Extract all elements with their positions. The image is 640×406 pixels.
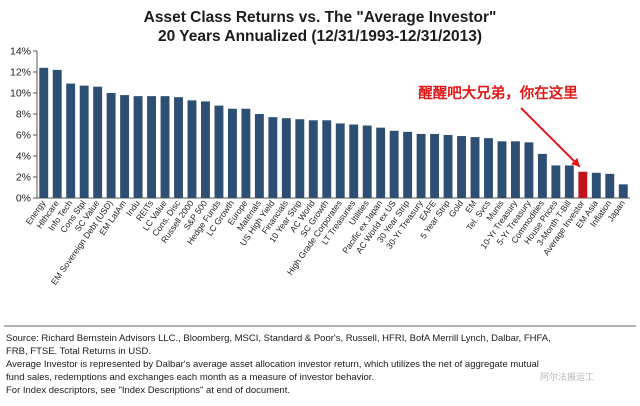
bar: [443, 135, 453, 198]
bar: [457, 136, 466, 198]
bar: [416, 133, 426, 198]
bar: [187, 100, 197, 198]
bar: [322, 120, 332, 198]
bar: [52, 69, 62, 199]
bar: [605, 173, 615, 198]
bar: [79, 85, 89, 198]
bar: [241, 108, 251, 198]
bar: [362, 125, 372, 198]
bar-highlight: [578, 171, 588, 198]
y-tick-label: 10%: [10, 88, 31, 100]
bar: [430, 133, 440, 198]
bar: [201, 101, 210, 198]
bar: [214, 105, 224, 198]
bar: [308, 120, 318, 198]
bar: [147, 96, 157, 198]
bar: [376, 127, 386, 198]
y-tick-label: 4%: [16, 151, 31, 163]
annotation-arrow-head: [570, 157, 580, 167]
bar: [174, 97, 183, 198]
annotation-text: 醒醒吧大兄弟，你在这里: [418, 84, 578, 102]
bar: [591, 172, 601, 198]
y-tick-label: 8%: [16, 109, 31, 121]
bar: [510, 141, 520, 198]
source-line-4: fund sales, redemptions and exchanges ea…: [6, 372, 375, 383]
bar: [295, 119, 305, 198]
bar: [403, 131, 413, 198]
y-tick-label: 6%: [16, 130, 31, 142]
y-tick-label: 2%: [16, 172, 31, 184]
bar: [66, 83, 76, 198]
bar: [537, 153, 547, 198]
bar: [106, 93, 116, 198]
bar: [254, 114, 264, 198]
source-line-2: FRB, FTSE. Total Returns in USD.: [6, 346, 152, 357]
y-tick-label: 0%: [16, 193, 31, 205]
bar: [335, 123, 345, 198]
bar: [497, 141, 507, 198]
y-tick-label: 14%: [10, 46, 31, 58]
bar: [618, 184, 628, 198]
chart-subtitle: 20 Years Annualized (12/31/1993-12/31/20…: [158, 28, 482, 45]
watermark: 阿尔法搬运工: [540, 373, 595, 383]
bar: [160, 96, 170, 198]
source-line-5: For Index descriptors, see "Index Descri…: [6, 385, 290, 396]
bar: [93, 86, 103, 198]
bar: [268, 117, 278, 198]
y-tick-label: 12%: [10, 67, 31, 79]
bar: [389, 130, 399, 198]
bar: [349, 124, 359, 198]
bar: [524, 142, 534, 198]
bar: [564, 165, 574, 198]
bar: [281, 118, 291, 198]
source-line-3: Average Investor is represented by Dalba…: [6, 359, 539, 370]
source-line-1: Source: Richard Bernstein Advisors LLC.,…: [6, 333, 551, 344]
bar: [484, 138, 493, 198]
bar: [551, 165, 561, 198]
chart-title: Asset Class Returns vs. The "Average Inv…: [144, 9, 497, 26]
bar: [39, 67, 49, 198]
annotation-arrow-line: [520, 107, 581, 168]
bar: [470, 137, 480, 198]
bar: [133, 96, 143, 198]
bar: [120, 95, 130, 198]
bar: [227, 108, 237, 198]
